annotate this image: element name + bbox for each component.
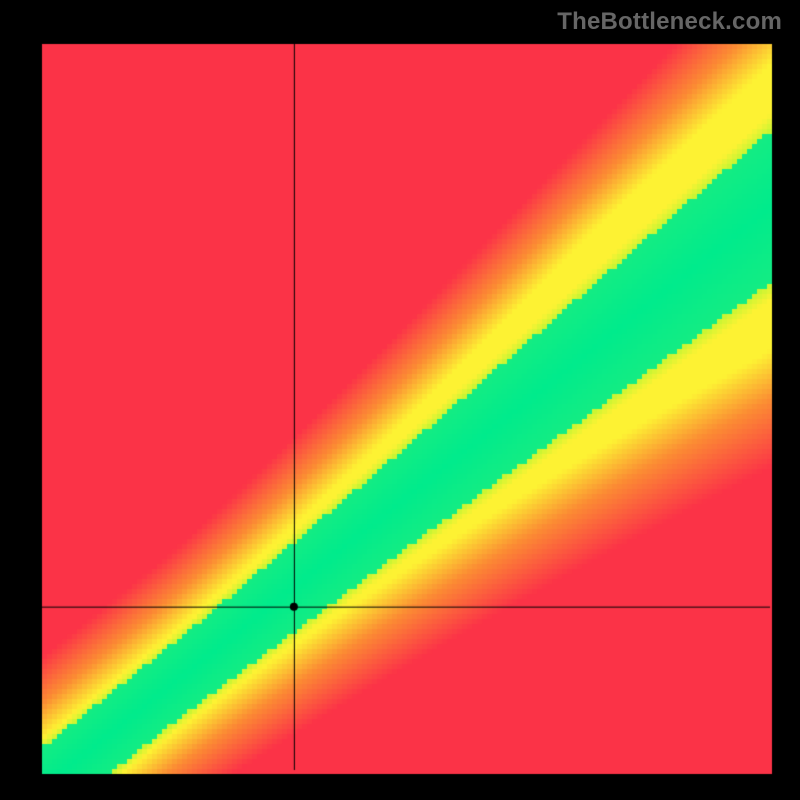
heatmap-canvas (0, 0, 800, 800)
watermark-text: TheBottleneck.com (557, 8, 782, 36)
chart-container: TheBottleneck.com (0, 0, 800, 800)
